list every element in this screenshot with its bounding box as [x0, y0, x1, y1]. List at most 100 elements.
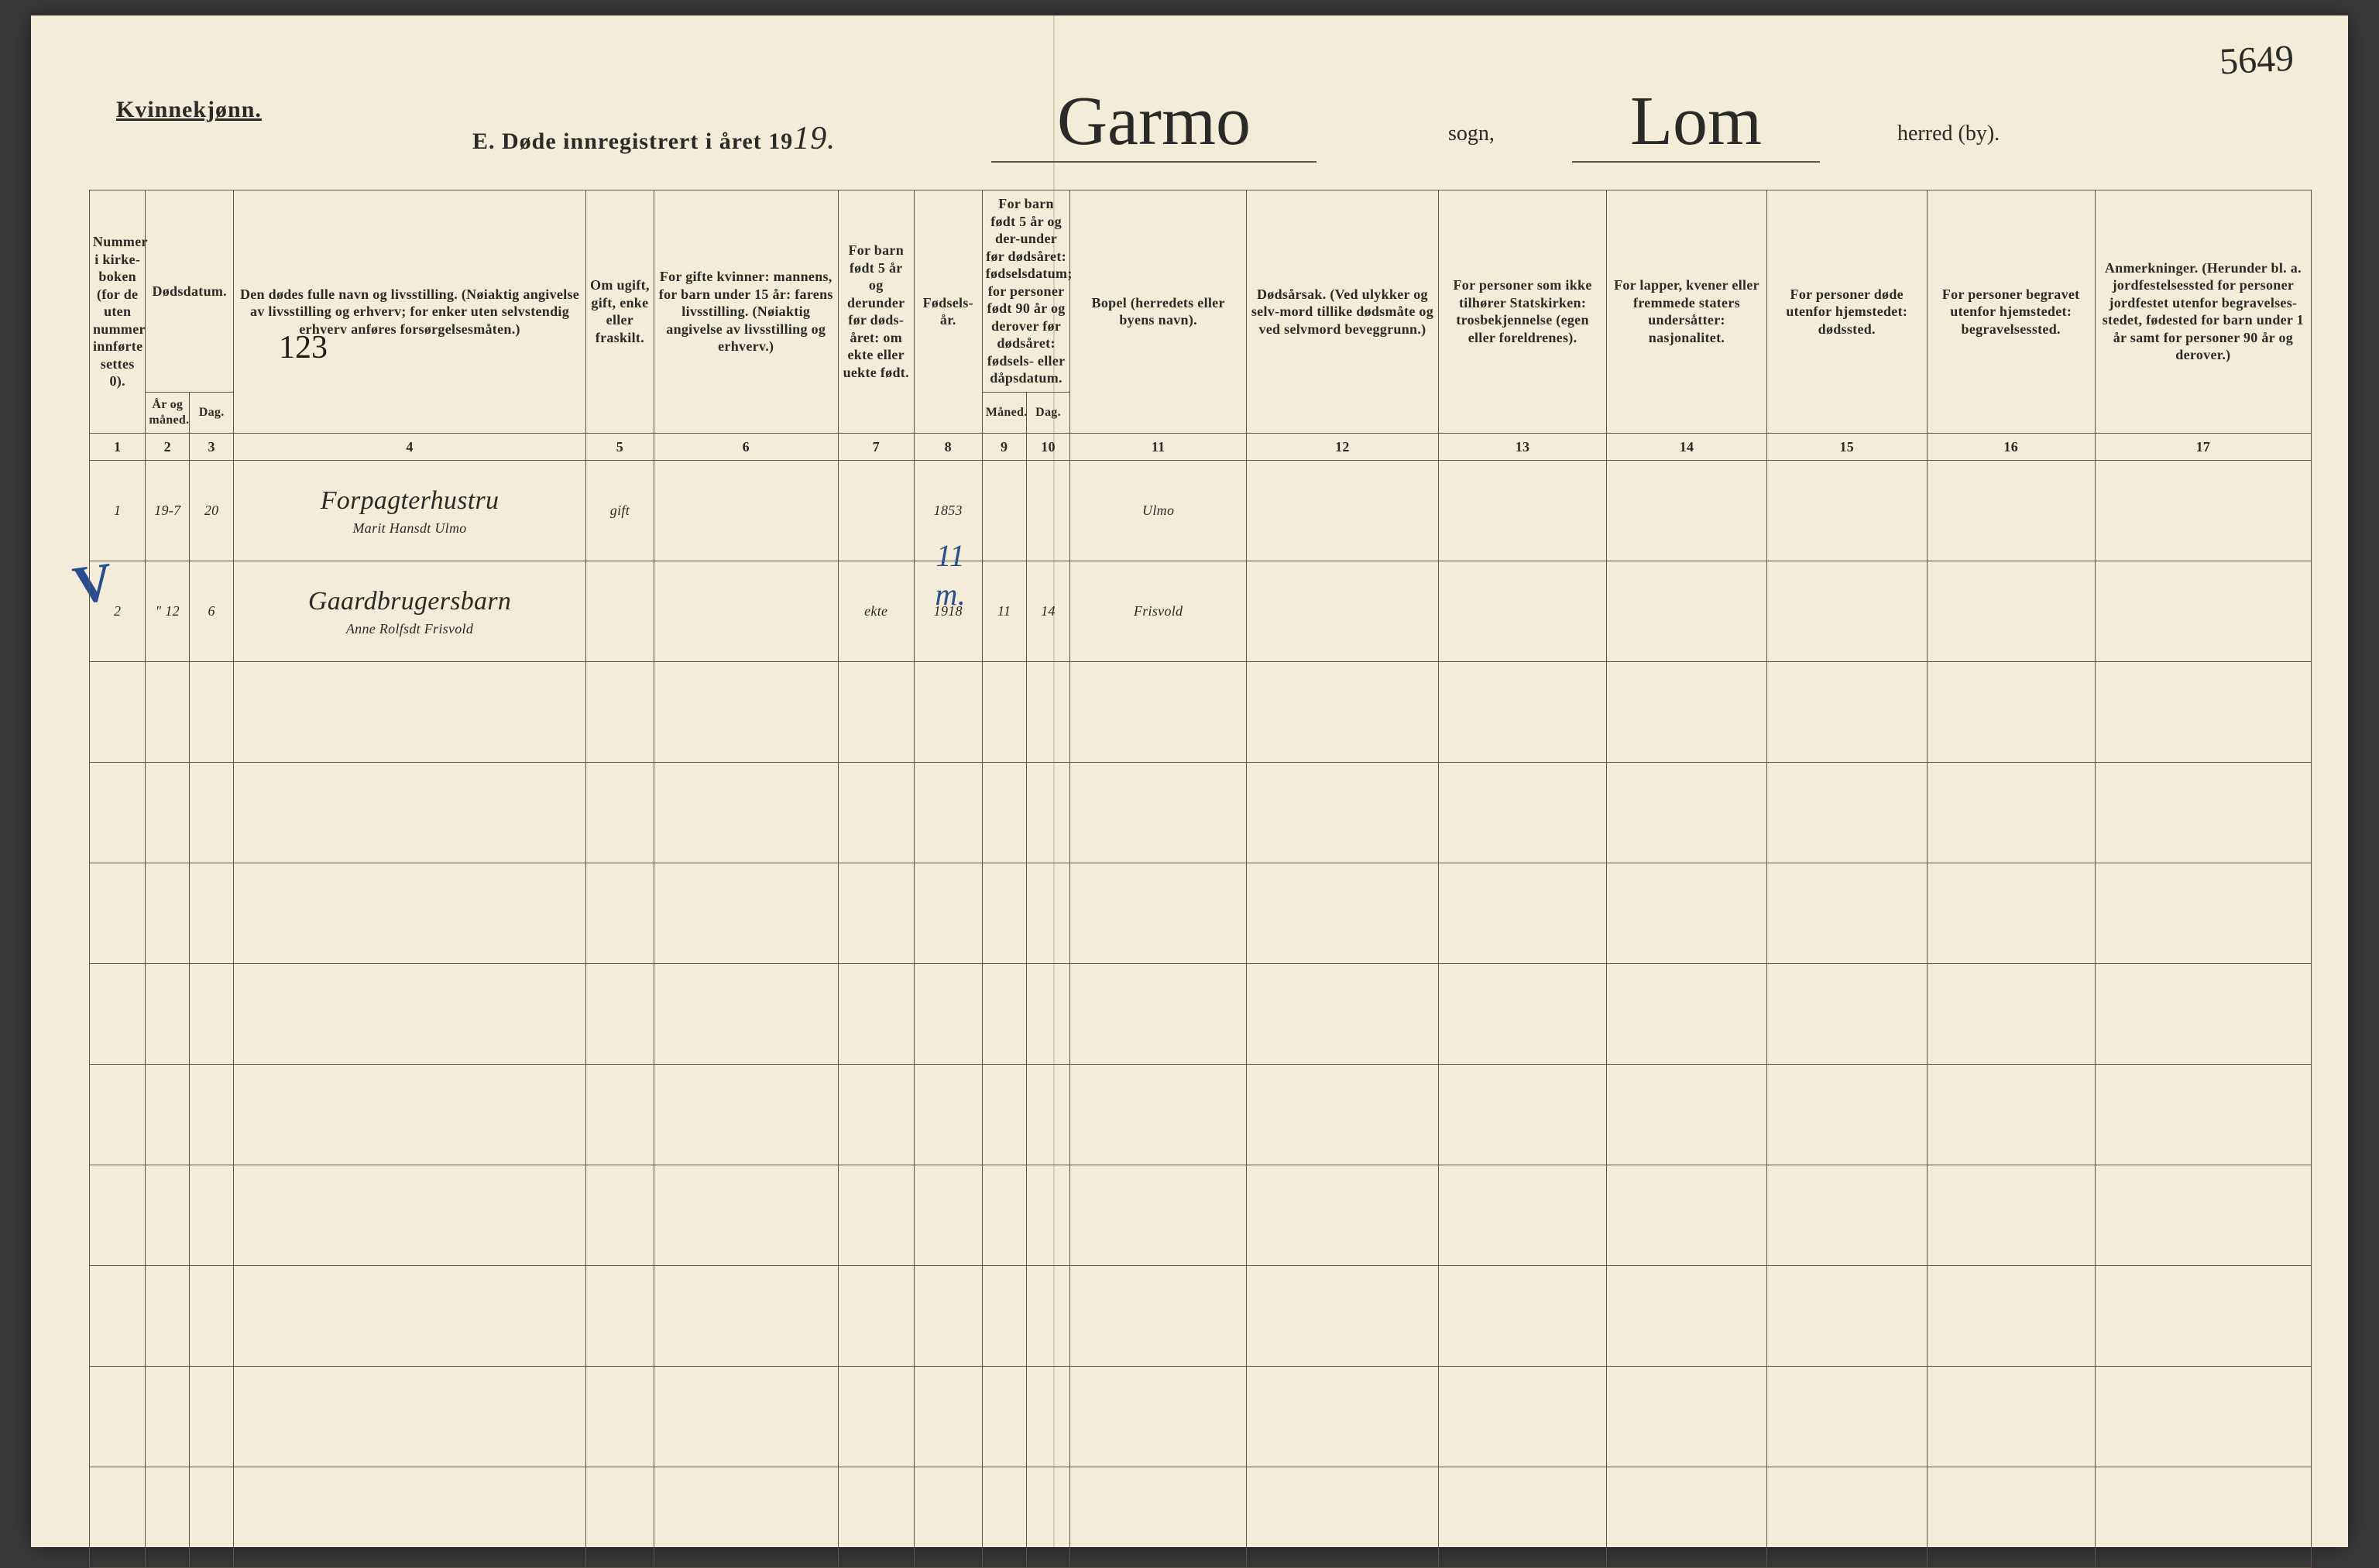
- cell-c16: [1927, 561, 2095, 662]
- gender-heading: Kvinnekjønn.: [116, 97, 262, 123]
- table-row-empty: [90, 1065, 2312, 1165]
- cell-date-d: 20: [190, 461, 234, 561]
- col-11-header: Bopel (herredets eller byens navn).: [1070, 190, 1246, 434]
- herred-label: herred (by).: [1897, 122, 2000, 146]
- table-row: 2 " 12 6 Gaardbrugersbarn Anne Rolfsdt F…: [90, 561, 2312, 662]
- header-row-main: Nummer i kirke-boken (for de uten nummer…: [90, 190, 2312, 393]
- cell-c14: [1607, 561, 1767, 662]
- cell-c6: [654, 461, 838, 561]
- colnum-3: 3: [190, 433, 234, 461]
- cell-bopel: Ulmo: [1070, 461, 1246, 561]
- cell-num: 2: [90, 561, 146, 662]
- colnum-2: 2: [146, 433, 190, 461]
- cell-birthyear: 1918 11 m.: [914, 561, 982, 662]
- table-row-empty: [90, 763, 2312, 863]
- colnum-8: 8: [914, 433, 982, 461]
- page-header: Kvinnekjønn. E. Døde innregistrert i åre…: [116, 97, 2285, 166]
- cell-date-d: 6: [190, 561, 234, 662]
- cell-c7: ekte: [838, 561, 914, 662]
- cell-c12: [1246, 561, 1438, 662]
- table-row-empty: [90, 1165, 2312, 1266]
- cell-date-ym: 19-7: [146, 461, 190, 561]
- cell-c6: [654, 561, 838, 662]
- cell-c9: [982, 461, 1026, 561]
- table-row-empty: [90, 1467, 2312, 1568]
- table-row-empty: [90, 1367, 2312, 1467]
- table-row-empty: [90, 964, 2312, 1065]
- cell-num: 1: [90, 461, 146, 561]
- col-9-10-header-top: For barn født 5 år og der-under før døds…: [982, 190, 1070, 393]
- col-15-header: For personer døde utenfor hjemstedet: dø…: [1766, 190, 1927, 434]
- colnum-17: 17: [2095, 433, 2311, 461]
- cell-c10: [1026, 461, 1070, 561]
- colnum-11: 11: [1070, 433, 1246, 461]
- col-7-header: For barn født 5 år og derunder før døds-…: [838, 190, 914, 434]
- blue-note-11m: 11 m.: [919, 537, 982, 614]
- cell-c7: [838, 461, 914, 561]
- cell-fullname: Marit Hansdt Ulmo: [352, 520, 466, 536]
- colnum-10: 10: [1026, 433, 1070, 461]
- col-4-header: Den dødes fulle navn og livsstilling. (N…: [234, 190, 586, 434]
- cell-occupation: Forpagterhustru: [237, 485, 582, 518]
- register-table: Nummer i kirke-boken (for de uten nummer…: [89, 190, 2312, 1568]
- table-row-empty: [90, 1266, 2312, 1367]
- table-head: Nummer i kirke-boken (for de uten nummer…: [90, 190, 2312, 461]
- col-1-header: Nummer i kirke-boken (for de uten nummer…: [90, 190, 146, 434]
- header-row-numbers: 1 2 3 4 5 6 7 8 9 10 11 12 13 14 15 16 1…: [90, 433, 2312, 461]
- title-period: .: [827, 129, 834, 154]
- colnum-15: 15: [1766, 433, 1927, 461]
- title-year-handwritten: 19: [793, 121, 827, 156]
- cell-c15: [1766, 461, 1927, 561]
- cell-c15: [1766, 561, 1927, 662]
- cell-date-ym: " 12: [146, 561, 190, 662]
- table-row-empty: [90, 662, 2312, 763]
- herred-value: Lom: [1572, 81, 1820, 163]
- col-3-subheader: Dag.: [190, 392, 234, 433]
- col-16-header: For personer begravet utenfor hjemstedet…: [1927, 190, 2095, 434]
- colnum-9: 9: [982, 433, 1026, 461]
- cell-c13: [1439, 461, 1607, 561]
- colnum-12: 12: [1246, 433, 1438, 461]
- col-9-subheader: Måned.: [982, 392, 1026, 433]
- cell-c14: [1607, 461, 1767, 561]
- colnum-1: 1: [90, 433, 146, 461]
- colnum-14: 14: [1607, 433, 1767, 461]
- colnum-6: 6: [654, 433, 838, 461]
- cell-occupation: Gaardbrugersbarn: [237, 585, 582, 619]
- colnum-5: 5: [585, 433, 654, 461]
- colnum-16: 16: [1927, 433, 2095, 461]
- col-17-header: Anmerkninger. (Herunder bl. a. jordfeste…: [2095, 190, 2311, 434]
- col-12-header: Dødsårsak. (Ved ulykker og selv-mord til…: [1246, 190, 1438, 434]
- table-row-empty: [90, 863, 2312, 964]
- col-5-header: Om ugift, gift, enke eller fraskilt.: [585, 190, 654, 434]
- cell-name: Forpagterhustru Marit Hansdt Ulmo: [234, 461, 586, 561]
- cell-c9: 11: [982, 561, 1026, 662]
- table-row: 1 19-7 20 Forpagterhustru Marit Hansdt U…: [90, 461, 2312, 561]
- cell-c12: [1246, 461, 1438, 561]
- col-6-header: For gifte kvinner: mannens, for barn und…: [654, 190, 838, 434]
- register-page: 5649 Kvinnekjønn. E. Døde innregistrert …: [31, 15, 2348, 1547]
- col-8-header: Fødsels-år.: [914, 190, 982, 434]
- cell-fullname: Anne Rolfsdt Frisvold: [346, 621, 473, 636]
- cell-c17: [2095, 461, 2311, 561]
- col-13-header: For personer som ikke tilhører Statskirk…: [1439, 190, 1607, 434]
- col-2-3-header-top: Dødsdatum.: [146, 190, 234, 393]
- colnum-4: 4: [234, 433, 586, 461]
- cell-status: [585, 561, 654, 662]
- col-14-header: For lapper, kvener eller fremmede stater…: [1607, 190, 1767, 434]
- cell-c10: 14: [1026, 561, 1070, 662]
- cell-c16: [1927, 461, 2095, 561]
- title-prefix: E. Døde innregistrert i året 19: [472, 129, 793, 154]
- col-10-subheader: Dag.: [1026, 392, 1070, 433]
- cell-bopel: Frisvold: [1070, 561, 1246, 662]
- colnum-7: 7: [838, 433, 914, 461]
- cell-status: gift: [585, 461, 654, 561]
- cell-c13: [1439, 561, 1607, 662]
- sogn-label: sogn,: [1448, 122, 1495, 146]
- title-printed: E. Døde innregistrert i året 1919.: [472, 120, 834, 157]
- col-2-subheader: År og måned.: [146, 392, 190, 433]
- cell-name: Gaardbrugersbarn Anne Rolfsdt Frisvold: [234, 561, 586, 662]
- page-number: 5649: [2219, 37, 2295, 84]
- table-body: 1 19-7 20 Forpagterhustru Marit Hansdt U…: [90, 461, 2312, 1568]
- sogn-value: Garmo: [991, 81, 1317, 163]
